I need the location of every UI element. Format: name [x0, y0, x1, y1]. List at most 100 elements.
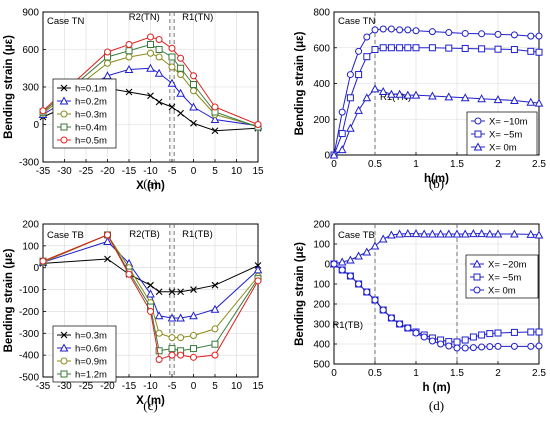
y-tick-label: 0	[324, 260, 330, 271]
series-5	[39, 231, 262, 364]
legend-entry: X= −10m	[489, 117, 528, 128]
data-point	[177, 71, 185, 78]
data-point	[461, 29, 469, 37]
y-tick-label: 100	[313, 280, 330, 291]
y-axis-label: Bending strain (με)	[3, 35, 15, 139]
data-point	[190, 119, 197, 127]
legend-entry: X= −5m	[489, 130, 522, 141]
data-point	[527, 342, 535, 350]
data-point	[177, 351, 185, 359]
data-point	[428, 337, 436, 345]
x-tick-label: 0	[331, 159, 337, 170]
x-tick-label: 15	[252, 166, 264, 177]
legend-entry: h=0.6m	[75, 344, 107, 355]
data-point	[155, 329, 163, 337]
x-axis-label: h(m)	[424, 173, 449, 185]
y-tick-label: 200	[313, 220, 330, 231]
legend-entry: h=0.9m	[75, 357, 107, 368]
data-point	[355, 47, 363, 55]
data-point	[469, 333, 477, 341]
data-point	[147, 41, 154, 48]
data-point	[510, 342, 518, 350]
data-point	[338, 108, 346, 116]
data-point	[39, 107, 47, 115]
data-point	[125, 270, 133, 278]
legend-marker	[60, 123, 68, 131]
data-point	[125, 88, 133, 96]
case-note: Case TB	[47, 230, 84, 241]
data-point	[526, 229, 536, 238]
data-point	[211, 281, 219, 289]
data-point	[370, 84, 380, 93]
series-line	[42, 67, 259, 127]
legend-marker	[472, 259, 482, 268]
data-point	[428, 229, 437, 238]
chart-panel-2: 0 0.5 1 1.5 2 2.5 0 200 400 600 800 h(m) Bending str…	[294, 8, 546, 192]
data-point	[526, 97, 536, 106]
series-3	[329, 84, 544, 159]
data-point	[155, 53, 163, 61]
data-point	[404, 44, 412, 52]
legend-entry: h=0.1m	[75, 84, 107, 95]
data-point	[147, 49, 154, 57]
legend-entry: h=0.3m	[75, 331, 107, 342]
x-axis-label: X (m)	[136, 395, 165, 407]
data-point	[124, 64, 134, 73]
data-point	[146, 289, 155, 298]
x-axis-label: h (m)	[422, 382, 450, 394]
legend-entry: X= 0m	[488, 286, 516, 297]
data-point	[253, 265, 263, 274]
panel-label: (b)	[429, 176, 444, 191]
data-point	[176, 313, 185, 322]
legend-marker	[60, 84, 68, 92]
data-point	[444, 92, 454, 101]
x-tick-label: -20	[100, 166, 115, 177]
data-point	[211, 351, 219, 359]
panel-label: (d)	[429, 398, 444, 413]
legend-marker	[474, 130, 482, 138]
legend: h=0.1m h=0.2m h=0.3m h=0.4m h=0.5m	[52, 78, 117, 149]
data-point	[428, 44, 436, 52]
data-point	[190, 353, 197, 361]
legend-marker	[60, 110, 68, 118]
legend-entry: h=0.3m	[75, 110, 107, 121]
data-point	[395, 89, 404, 98]
data-point	[210, 304, 220, 313]
data-point	[477, 94, 486, 103]
data-point	[510, 31, 518, 39]
data-point	[527, 32, 535, 40]
data-point	[177, 288, 184, 296]
data-point	[494, 30, 502, 38]
x-tick-label: -5	[168, 381, 177, 392]
x-tick-label: 0	[191, 381, 197, 392]
data-point	[419, 229, 429, 238]
data-point	[403, 90, 413, 99]
reference-label: R1(TB)	[182, 229, 213, 240]
data-point	[371, 296, 379, 304]
series-2	[330, 44, 543, 159]
data-point	[510, 328, 518, 336]
y-axis-label: Bending strain (με)	[3, 248, 15, 352]
data-point	[177, 109, 184, 117]
x-tick-label: 1.5	[450, 368, 464, 379]
data-point	[337, 145, 347, 154]
case-note: Case TN	[338, 16, 375, 27]
y-tick-label: 400	[313, 79, 330, 90]
data-point	[362, 247, 372, 256]
y-tick-label: 200	[313, 300, 330, 311]
data-point	[346, 94, 354, 102]
data-point	[168, 351, 176, 359]
data-point	[177, 64, 185, 72]
data-point	[428, 28, 436, 36]
case-note: Case TB	[338, 230, 375, 241]
data-point	[104, 48, 111, 56]
data-point	[371, 26, 379, 34]
data-point	[478, 343, 486, 351]
data-point	[346, 71, 354, 79]
x-tick-label: -10	[143, 381, 158, 392]
data-point	[354, 251, 363, 260]
data-point	[469, 344, 477, 352]
y-axis-label: Bending strain (με)	[294, 31, 306, 135]
y-tick-label: 200	[313, 115, 330, 126]
legend-entry: h=0.4m	[75, 123, 107, 134]
